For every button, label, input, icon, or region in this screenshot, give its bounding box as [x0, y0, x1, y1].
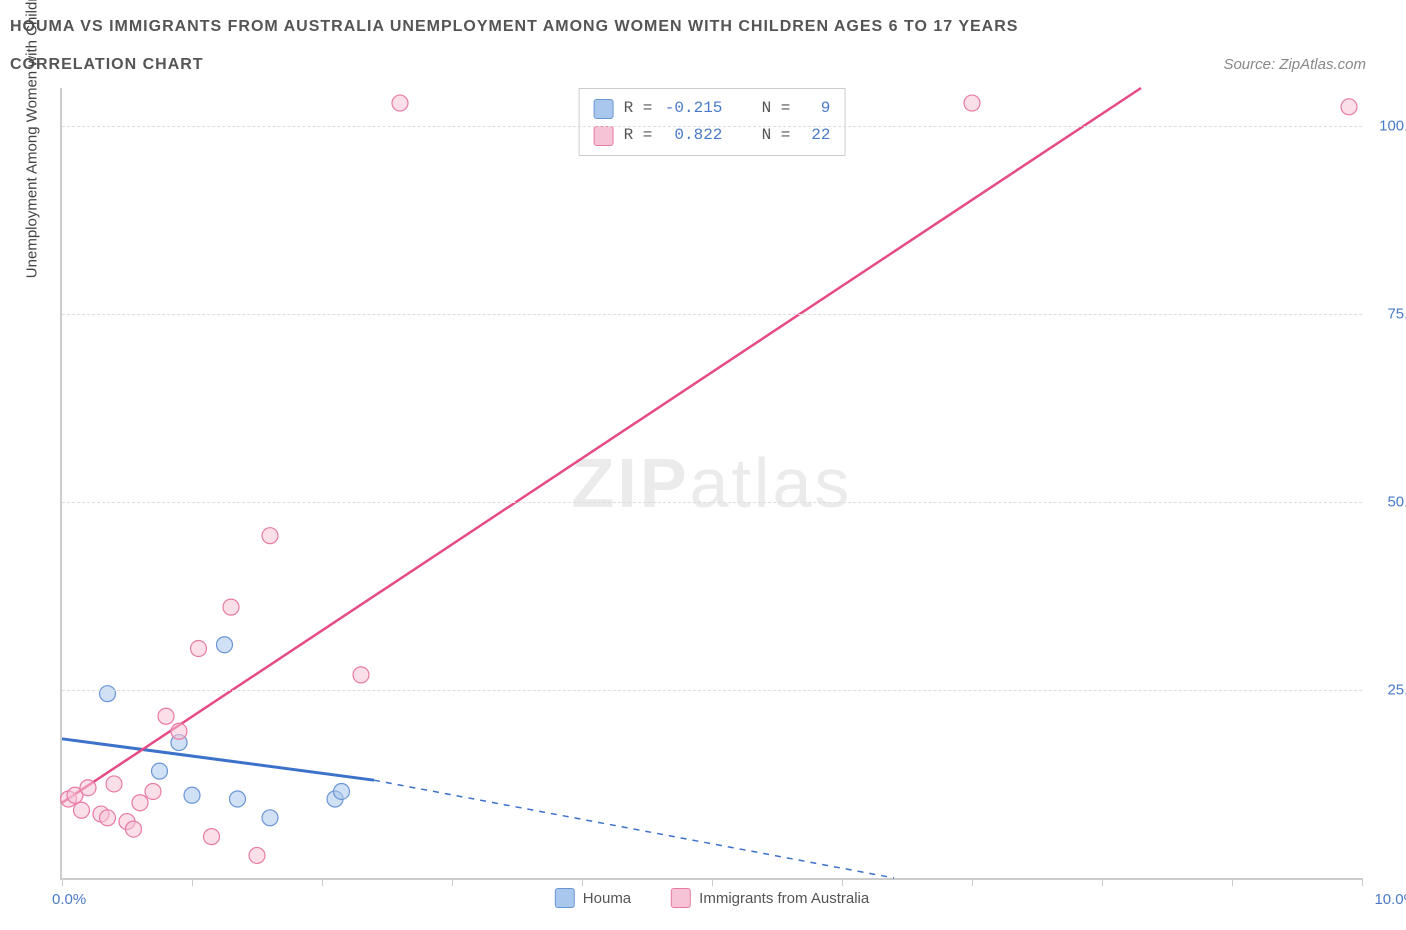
data-point	[184, 787, 200, 803]
legend: Houma Immigrants from Australia	[555, 888, 869, 908]
y-tick-label: 25.0%	[1387, 681, 1406, 698]
x-tick	[452, 878, 453, 886]
data-point	[100, 810, 116, 826]
grid-line	[62, 502, 1362, 503]
data-point	[249, 847, 265, 863]
plot-svg	[62, 88, 1362, 878]
legend-item: Immigrants from Australia	[671, 888, 869, 908]
x-tick	[192, 878, 193, 886]
y-tick-label: 100.0%	[1379, 117, 1406, 134]
data-point	[223, 599, 239, 615]
chart-source: Source: ZipAtlas.com	[1223, 56, 1366, 73]
trend-line-dashed	[374, 780, 894, 878]
data-point	[334, 783, 350, 799]
series-swatch	[594, 126, 614, 146]
data-point	[152, 763, 168, 779]
x-tick	[1232, 878, 1233, 886]
x-tick-label: 10.0%	[1374, 891, 1406, 908]
x-tick	[1102, 878, 1103, 886]
plot-area: Unemployment Among Women with Children A…	[60, 88, 1362, 880]
y-tick-label: 50.0%	[1387, 493, 1406, 510]
stats-row: R =-0.215 N =9	[594, 95, 831, 122]
data-point	[204, 829, 220, 845]
x-tick	[712, 878, 713, 886]
y-tick-label: 75.0%	[1387, 305, 1406, 322]
x-tick	[62, 878, 63, 886]
data-point	[964, 95, 980, 111]
stats-box: R =-0.215 N =9R =0.822 N =22	[579, 88, 846, 156]
chart-title: HOUMA VS IMMIGRANTS FROM AUSTRALIA UNEMP…	[10, 18, 1018, 36]
data-point	[171, 723, 187, 739]
n-value: 9	[800, 95, 830, 122]
data-point	[145, 783, 161, 799]
data-point	[80, 780, 96, 796]
legend-item: Houma	[555, 888, 631, 908]
data-point	[158, 708, 174, 724]
legend-label: Immigrants from Australia	[699, 890, 869, 907]
data-point	[132, 795, 148, 811]
series-swatch	[594, 99, 614, 119]
data-point	[392, 95, 408, 111]
x-tick	[1362, 878, 1363, 886]
data-point	[230, 791, 246, 807]
grid-line	[62, 126, 1362, 127]
data-point	[217, 637, 233, 653]
data-point	[262, 528, 278, 544]
x-tick	[582, 878, 583, 886]
x-tick	[322, 878, 323, 886]
grid-line	[62, 314, 1362, 315]
trend-line	[62, 739, 374, 780]
x-tick-label: 0.0%	[52, 891, 86, 908]
data-point	[262, 810, 278, 826]
data-point	[353, 667, 369, 683]
data-point	[74, 802, 90, 818]
legend-swatch	[555, 888, 575, 908]
data-point	[126, 821, 142, 837]
legend-label: Houma	[583, 890, 631, 907]
x-tick	[842, 878, 843, 886]
grid-line	[62, 690, 1362, 691]
data-point	[100, 686, 116, 702]
y-axis-title: Unemployment Among Women with Children A…	[24, 0, 41, 278]
x-tick	[972, 878, 973, 886]
data-point	[1341, 99, 1357, 115]
chart-container: HOUMA VS IMMIGRANTS FROM AUSTRALIA UNEMP…	[0, 0, 1406, 930]
data-point	[106, 776, 122, 792]
r-value: -0.215	[662, 95, 722, 122]
legend-swatch	[671, 888, 691, 908]
trend-line	[62, 88, 1141, 803]
data-point	[191, 641, 207, 657]
